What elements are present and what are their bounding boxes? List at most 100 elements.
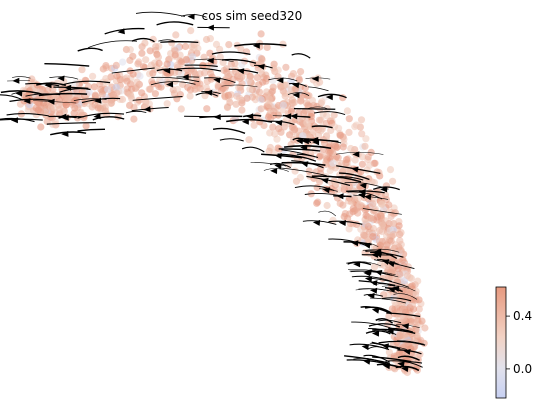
streamline-arrowhead bbox=[388, 286, 396, 293]
cell-point bbox=[358, 153, 366, 161]
streamline bbox=[278, 148, 321, 152]
streamline-arrowhead bbox=[295, 138, 304, 145]
cell-point bbox=[256, 118, 264, 126]
streamline bbox=[221, 58, 257, 64]
streamline-arrowhead bbox=[181, 74, 189, 81]
streamline-arrowhead bbox=[401, 323, 409, 330]
streamline bbox=[365, 330, 391, 335]
cell-point bbox=[235, 84, 243, 92]
cell-point bbox=[415, 296, 423, 304]
streamline bbox=[353, 194, 389, 200]
streamline-arrowhead bbox=[246, 113, 254, 120]
streamline bbox=[150, 81, 196, 86]
streamline bbox=[364, 306, 392, 314]
cell-point bbox=[113, 89, 121, 97]
cell-point bbox=[221, 93, 229, 101]
cell-point bbox=[203, 105, 211, 113]
cell-point bbox=[206, 49, 214, 57]
cell-point bbox=[271, 130, 279, 138]
cell-point bbox=[354, 195, 362, 203]
streamline bbox=[373, 283, 401, 290]
cell-point bbox=[349, 220, 357, 228]
streamline bbox=[11, 76, 31, 79]
streamline bbox=[0, 117, 35, 123]
cell-point bbox=[361, 206, 369, 214]
cell-point bbox=[134, 60, 142, 68]
streamline-arrowhead bbox=[252, 42, 260, 49]
streamline-arrowhead bbox=[367, 292, 375, 299]
cell-point bbox=[351, 123, 359, 131]
streamline bbox=[378, 340, 426, 346]
cell-point bbox=[313, 183, 321, 192]
streamline bbox=[49, 76, 79, 80]
cell-point bbox=[130, 104, 138, 112]
cell-point bbox=[71, 79, 79, 87]
streamline-arrowhead bbox=[351, 240, 359, 247]
streamline-arrowhead bbox=[166, 81, 174, 88]
streamline bbox=[211, 51, 251, 56]
cell-point bbox=[123, 77, 131, 85]
cell-point bbox=[303, 119, 311, 127]
cell-point bbox=[155, 59, 163, 67]
cell-point bbox=[362, 135, 370, 143]
streamline-arrowhead bbox=[257, 63, 265, 70]
streamline bbox=[25, 82, 60, 87]
cell-point bbox=[163, 100, 171, 108]
streamline-arrowhead bbox=[336, 193, 344, 200]
cell-point bbox=[357, 116, 366, 124]
cell-point bbox=[238, 106, 246, 114]
streamline-arrowhead bbox=[325, 94, 333, 101]
streamline-arrowhead bbox=[44, 82, 52, 89]
streamline bbox=[53, 86, 89, 90]
streamline bbox=[131, 37, 155, 43]
cell-point bbox=[415, 305, 423, 313]
streamline bbox=[195, 92, 219, 97]
streamline bbox=[184, 115, 216, 118]
streamline-arrowhead bbox=[213, 77, 221, 84]
streamline bbox=[362, 248, 400, 253]
cell-point bbox=[387, 267, 395, 275]
cell-point bbox=[201, 92, 209, 100]
colorbar: 0.0 0.4 bbox=[495, 286, 532, 399]
streamline-arrowhead bbox=[241, 118, 249, 125]
cell-point bbox=[190, 44, 198, 52]
streamline bbox=[333, 176, 364, 181]
cell-point bbox=[177, 105, 185, 113]
streamline bbox=[369, 277, 410, 288]
streamline-arrowhead bbox=[213, 114, 221, 120]
cell-point bbox=[397, 229, 405, 237]
cell-point bbox=[138, 49, 146, 57]
cell-point bbox=[414, 277, 422, 285]
cell-point bbox=[154, 53, 162, 61]
cell-point bbox=[316, 152, 324, 160]
streamline bbox=[59, 87, 91, 93]
cell-point bbox=[146, 47, 154, 55]
cell-point bbox=[43, 117, 51, 126]
streamline bbox=[358, 280, 396, 287]
streamline bbox=[374, 259, 415, 270]
cell-point bbox=[337, 131, 345, 139]
velocity-streamlines bbox=[0, 11, 426, 372]
cell-point bbox=[255, 88, 264, 96]
cell-point bbox=[71, 104, 79, 112]
cell-point bbox=[312, 168, 320, 176]
streamline bbox=[77, 128, 106, 132]
streamline bbox=[369, 342, 408, 350]
cell-point bbox=[377, 212, 385, 220]
cell-point bbox=[297, 68, 305, 76]
cell-point bbox=[382, 246, 390, 254]
streamline bbox=[372, 356, 412, 363]
cell-point bbox=[112, 61, 120, 69]
cell-point bbox=[113, 72, 121, 80]
cell-point bbox=[138, 89, 146, 97]
streamline-arrowhead bbox=[363, 358, 371, 365]
cell-point bbox=[139, 63, 148, 71]
cell-point bbox=[265, 147, 273, 155]
cell-point bbox=[343, 107, 351, 115]
streamline-arrowhead bbox=[12, 77, 20, 84]
streamline bbox=[336, 165, 381, 175]
cell-point bbox=[329, 159, 337, 167]
cell-point bbox=[345, 115, 353, 123]
streamline bbox=[397, 349, 422, 355]
streamline-arrowhead bbox=[47, 98, 55, 105]
